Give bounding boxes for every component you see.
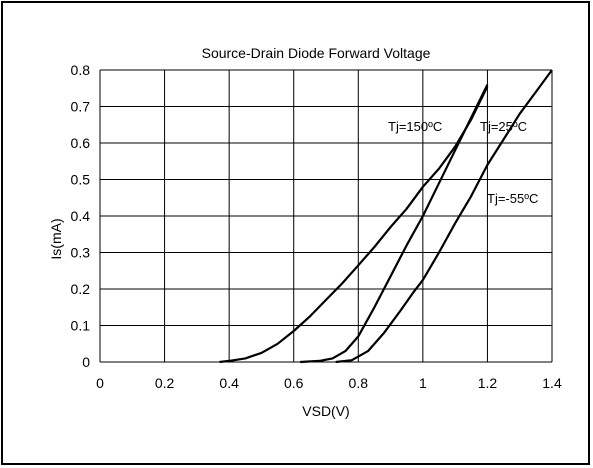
y-tick-label-6: 0.6	[71, 135, 91, 151]
y-tick-label-3: 0.3	[71, 245, 91, 261]
series-line-0	[219, 85, 489, 364]
annotation-tj25: Tj=25ºC	[480, 119, 527, 134]
y-tick-label-5: 0.5	[71, 172, 91, 188]
y-tick-label-4: 0.4	[71, 208, 91, 224]
series-line-1	[300, 84, 489, 364]
series-group	[219, 69, 553, 364]
y-tick-label-7: 0.7	[71, 99, 91, 115]
x-tick-label-5: 1	[419, 375, 427, 391]
annotation-tj150: Tj=150ºC	[388, 119, 442, 134]
y-tick-label-2: 0.2	[71, 281, 91, 297]
x-tick-label-6: 1.2	[478, 375, 498, 391]
annotation-tj-55: Tj=-55ºC	[487, 191, 538, 206]
x-tick-label-4: 0.8	[349, 375, 369, 391]
grid	[99, 69, 553, 363]
x-axis-title: VSD(V)	[302, 403, 349, 419]
y-axis-title: Is(mA)	[48, 218, 64, 259]
chart-title: Source-Drain Diode Forward Voltage	[202, 45, 431, 61]
x-tick-label-0: 0	[96, 375, 104, 391]
series-line-2	[335, 69, 553, 364]
x-tick-label-3: 0.6	[284, 375, 304, 391]
y-ticks: 0 0.1 0.2 0.3 0.4 0.5 0.6 0.7 0.8	[71, 62, 91, 370]
y-tick-label-8: 0.8	[71, 62, 91, 78]
x-tick-label-2: 0.4	[219, 375, 239, 391]
y-tick-label-0: 0	[82, 354, 90, 370]
y-tick-label-1: 0.1	[71, 318, 91, 334]
x-tick-label-7: 1.4	[542, 375, 562, 391]
x-tick-label-1: 0.2	[155, 375, 175, 391]
x-ticks: 0 0.2 0.4 0.6 0.8 1 1.2 1.4	[96, 375, 562, 391]
